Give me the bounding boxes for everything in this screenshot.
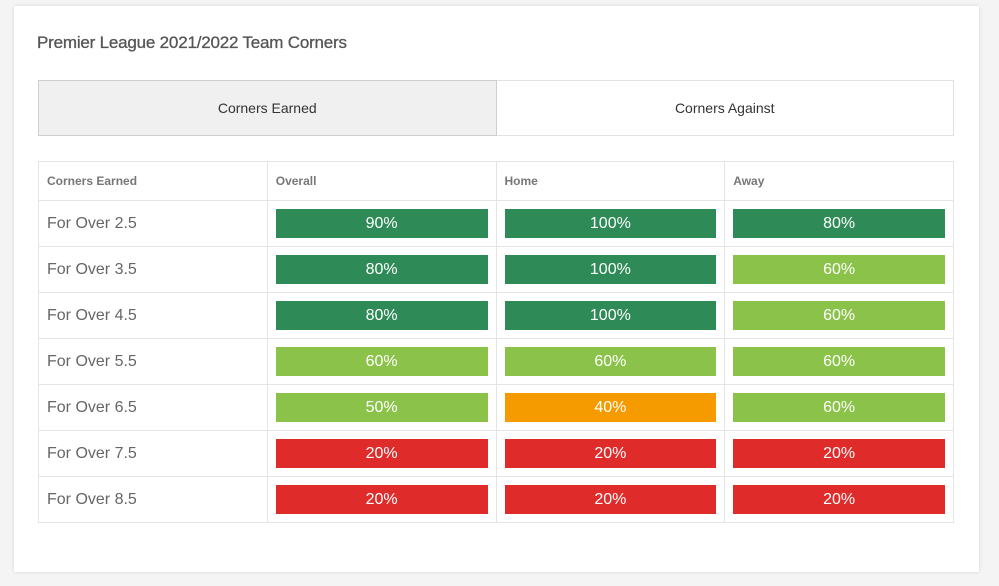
cell-home: 20%	[495, 476, 726, 523]
percentage-badge-away: 60%	[733, 393, 945, 422]
column-header-away: Away	[724, 161, 954, 201]
percentage-badge-overall: 80%	[275, 255, 488, 284]
page-title: Premier League 2021/2022 Team Corners	[37, 33, 347, 52]
tab-corners-earned[interactable]: Corners Earned	[38, 80, 497, 136]
percentage-badge-away: 60%	[733, 255, 945, 284]
corners-table: Corners Earned Overall Home Away For Ove…	[38, 161, 954, 523]
cell-away: 60%	[724, 246, 954, 293]
cell-home: 20%	[495, 430, 726, 477]
cell-overall: 50%	[266, 384, 497, 431]
tab-bar: Corners Earned Corners Against	[38, 80, 954, 136]
row-label: For Over 3.5	[38, 246, 268, 293]
cell-away: 60%	[724, 292, 954, 339]
column-header-home: Home	[495, 161, 726, 201]
cell-away: 60%	[724, 338, 954, 385]
cell-away: 20%	[724, 476, 954, 523]
cell-overall: 20%	[266, 476, 497, 523]
percentage-badge-away: 60%	[733, 347, 945, 376]
row-label: For Over 6.5	[38, 384, 268, 431]
cell-home: 100%	[495, 200, 726, 247]
table-row: For Over 6.5 50% 40% 60%	[38, 384, 954, 431]
percentage-badge-overall: 90%	[275, 209, 488, 238]
cell-overall: 90%	[266, 200, 497, 247]
table-row: For Over 4.5 80% 100% 60%	[38, 292, 954, 339]
row-label: For Over 8.5	[38, 476, 268, 523]
row-label: For Over 7.5	[38, 430, 268, 477]
cell-home: 40%	[495, 384, 726, 431]
percentage-badge-home: 100%	[504, 255, 717, 284]
percentage-badge-home: 100%	[504, 301, 717, 330]
table-row: For Over 7.5 20% 20% 20%	[38, 430, 954, 477]
row-label: For Over 5.5	[38, 338, 268, 385]
cell-home: 100%	[495, 246, 726, 293]
cell-away: 80%	[724, 200, 954, 247]
row-label: For Over 4.5	[38, 292, 268, 339]
cell-away: 60%	[724, 384, 954, 431]
cell-overall: 80%	[266, 292, 497, 339]
corners-card: Premier League 2021/2022 Team Corners Co…	[14, 6, 979, 572]
percentage-badge-away: 80%	[733, 209, 945, 238]
table-header-row: Corners Earned Overall Home Away	[38, 161, 954, 201]
cell-overall: 80%	[266, 246, 497, 293]
percentage-badge-home: 60%	[504, 347, 717, 376]
percentage-badge-away: 60%	[733, 301, 945, 330]
column-header-category: Corners Earned	[38, 161, 268, 201]
percentage-badge-overall: 50%	[275, 393, 488, 422]
percentage-badge-overall: 80%	[275, 301, 488, 330]
cell-home: 100%	[495, 292, 726, 339]
cell-home: 60%	[495, 338, 726, 385]
table-row: For Over 8.5 20% 20% 20%	[38, 476, 954, 523]
percentage-badge-home: 40%	[504, 393, 717, 422]
cell-away: 20%	[724, 430, 954, 477]
percentage-badge-overall: 20%	[275, 485, 488, 514]
percentage-badge-overall: 20%	[275, 439, 488, 468]
percentage-badge-home: 20%	[504, 439, 717, 468]
column-header-overall: Overall	[266, 161, 497, 201]
table-row: For Over 5.5 60% 60% 60%	[38, 338, 954, 385]
percentage-badge-away: 20%	[733, 485, 945, 514]
cell-overall: 60%	[266, 338, 497, 385]
cell-overall: 20%	[266, 430, 497, 477]
percentage-badge-home: 100%	[504, 209, 717, 238]
row-label: For Over 2.5	[38, 200, 268, 247]
table-row: For Over 3.5 80% 100% 60%	[38, 246, 954, 293]
table-row: For Over 2.5 90% 100% 80%	[38, 200, 954, 247]
percentage-badge-overall: 60%	[275, 347, 488, 376]
percentage-badge-away: 20%	[733, 439, 945, 468]
percentage-badge-home: 20%	[504, 485, 717, 514]
tab-corners-against[interactable]: Corners Against	[496, 80, 954, 136]
